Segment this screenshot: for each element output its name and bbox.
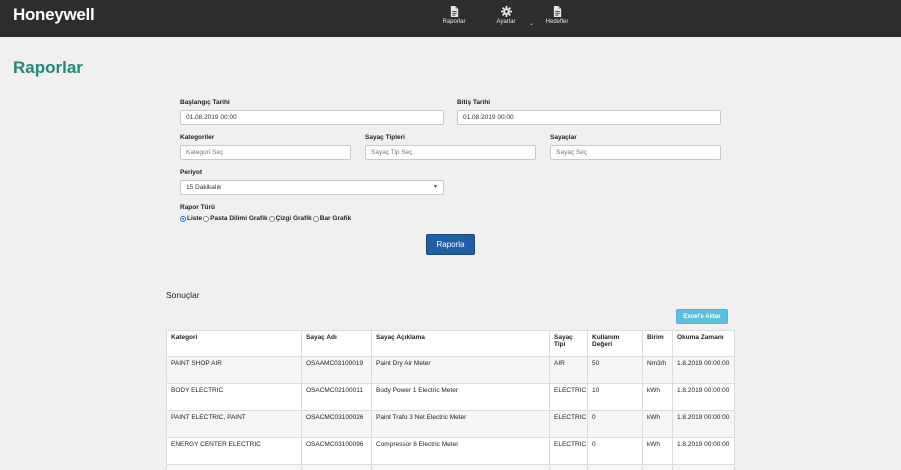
meters-input[interactable]: [550, 145, 721, 160]
cell-okuma-zamani: 1.8.2019 00:00:00: [672, 383, 735, 411]
cell-birim: Nm3/h: [642, 356, 673, 384]
cell-sayac-aciklama: Paint Dry Air Meter: [371, 356, 550, 384]
cell-birim: [642, 464, 673, 470]
cell-birim: kWh: [642, 383, 673, 411]
nav-ayarlar[interactable]: Ayarlar ⌄: [476, 6, 536, 27]
radio-pasta-dot[interactable]: [203, 215, 210, 222]
cell-kullanim-degeri: 50: [587, 356, 643, 384]
col-birim[interactable]: Birim: [642, 330, 673, 357]
col-sayac-tipi[interactable]: Sayaç Tipi: [549, 330, 588, 357]
export-excel-button[interactable]: Excel'e Aktar: [676, 309, 728, 324]
nav-raporlar[interactable]: Raporlar: [424, 6, 484, 25]
honeywell-logo[interactable]: Honeywell: [13, 5, 95, 24]
period-select-value: 15 Dakikalık: [186, 184, 222, 191]
cell-kullanim-degeri: [587, 464, 643, 470]
col-sayac-adi[interactable]: Sayaç Adı: [301, 330, 372, 357]
meter-types-label: Sayaç Tipleri: [365, 134, 405, 141]
end-date-label: Bitiş Tarihi: [457, 99, 491, 106]
cell-sayac-adi: [301, 464, 372, 470]
start-date-label: Başlangıç Tarihi: [180, 99, 230, 106]
table-row: BODY ELECTRIC OSACMC02100011 Body Power …: [166, 383, 735, 411]
radio-liste-label: Liste: [187, 215, 203, 222]
cell-kullanim-degeri: 10: [587, 383, 643, 411]
start-date-input[interactable]: [180, 110, 444, 125]
nav-hedefler-label: Hedefler: [545, 19, 569, 25]
top-navbar: Honeywell Raporlar Ayarl: [0, 0, 901, 37]
radio-liste[interactable]: Liste: [180, 215, 202, 222]
radio-pasta-label: Pasta Dilimi Grafik: [210, 215, 268, 222]
results-title: Sonuçlar: [166, 290, 200, 300]
meter-types-input[interactable]: [365, 145, 536, 160]
cell-birim: kWh: [642, 437, 673, 465]
table-row: ENERGY CENTER ELECTRIC OSACMC03100096 Co…: [166, 437, 735, 465]
cell-sayac-aciklama: Paint Trafo 3 Net Electric Meter: [371, 410, 550, 438]
nav-ayarlar-label: Ayarlar: [496, 19, 516, 25]
cell-sayac-tipi: ELECTRIC: [549, 437, 588, 465]
cell-sayac-adi: OSACMC02100011: [301, 383, 372, 411]
cell-kullanim-degeri: 0: [587, 410, 643, 438]
col-kullanim-degeri[interactable]: Kullanım Değeri: [587, 330, 643, 357]
end-date-input[interactable]: [457, 110, 721, 125]
radio-pasta[interactable]: Pasta Dilimi Grafik: [203, 215, 268, 222]
gear-icon: [500, 6, 512, 17]
cell-sayac-tipi: ELECTRIC: [549, 410, 588, 438]
cell-sayac-tipi: [549, 464, 588, 470]
radio-bar-label: Bar Grafik: [319, 215, 352, 222]
meters-label: Sayaçlar: [550, 134, 577, 141]
radio-cizgi-dot[interactable]: [268, 215, 275, 222]
radio-liste-dot[interactable]: [180, 215, 186, 222]
cell-kategori: [166, 464, 302, 470]
cell-okuma-zamani: [672, 464, 735, 470]
col-kategori[interactable]: Kategori: [166, 330, 302, 357]
radio-bar[interactable]: Bar Grafik: [312, 215, 352, 222]
raporla-button[interactable]: Raporla: [426, 234, 475, 255]
radio-cizgi-label: Çizgi Grafik: [275, 215, 312, 222]
table-row: [166, 464, 735, 470]
cell-sayac-aciklama: [371, 464, 550, 470]
report-type-label: Rapor Türü: [180, 204, 216, 211]
chevron-down-icon[interactable]: ⌄: [528, 21, 534, 27]
categories-label: Kategoriler: [180, 134, 215, 141]
cell-sayac-adi: OSAAMC03100019: [301, 356, 372, 384]
period-select[interactable]: 15 Dakikalık ▼: [180, 180, 444, 195]
dropdown-arrow-icon: ▼: [433, 184, 438, 190]
categories-input[interactable]: [180, 145, 351, 160]
table-header-row: Kategori Sayaç Adı Sayaç Açıklama Sayaç …: [166, 330, 735, 357]
col-sayac-aciklama[interactable]: Sayaç Açıklama: [371, 330, 550, 357]
cell-okuma-zamani: 1.8.2019 00:00:00: [672, 437, 735, 465]
cell-kategori: ENERGY CENTER ELECTRIC: [166, 437, 302, 465]
cell-sayac-tipi: ELECTRIC: [549, 383, 588, 411]
radio-bar-dot[interactable]: [312, 215, 319, 222]
radio-cizgi[interactable]: Çizgi Grafik: [268, 215, 312, 222]
table-row: PAINT SHOP AIR OSAAMC03100019 Paint Dry …: [166, 356, 735, 384]
nav-hedefler[interactable]: Hedefler: [527, 6, 587, 25]
cell-sayac-adi: OSACMC03100096: [301, 437, 372, 465]
table-row: PAINT ELECTRIC, PAINT OSACMC03100026 Pai…: [166, 410, 735, 438]
period-label: Periyot: [180, 169, 203, 176]
cell-kategori: BODY ELECTRIC: [166, 383, 302, 411]
cell-sayac-aciklama: Body Power 1 Electric Meter: [371, 383, 550, 411]
nav-raporlar-label: Raporlar: [442, 19, 466, 25]
document-icon: [450, 6, 458, 17]
page-title: Raporlar: [13, 58, 83, 77]
cell-okuma-zamani: 1.8.2019 00:00:00: [672, 410, 735, 438]
cell-sayac-adi: OSACMC03100026: [301, 410, 372, 438]
report-type-group: Liste Pasta Dilimi Grafik Çizgi Grafik B…: [180, 215, 352, 222]
cell-sayac-aciklama: Compressor 8 Electric Meter: [371, 437, 550, 465]
cell-birim: kWh: [642, 410, 673, 438]
cell-sayac-tipi: AIR: [549, 356, 588, 384]
cell-okuma-zamani: 1.8.2019 00:00:00: [672, 356, 735, 384]
col-okuma-zamani[interactable]: Okuma Zamanı: [672, 330, 735, 357]
document-icon: [553, 6, 561, 17]
cell-kullanim-degeri: 0: [587, 437, 643, 465]
cell-kategori: PAINT ELECTRIC, PAINT: [166, 410, 302, 438]
cell-kategori: PAINT SHOP AIR: [166, 356, 302, 384]
results-table: Kategori Sayaç Adı Sayaç Açıklama Sayaç …: [166, 330, 735, 470]
